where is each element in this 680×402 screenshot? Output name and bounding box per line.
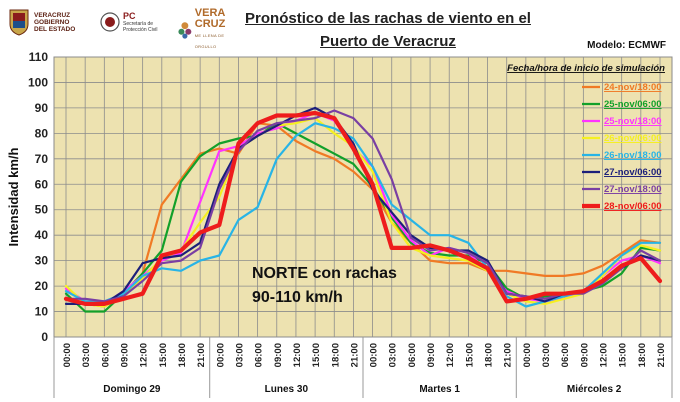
legend-entry: 26-nov/06:00 <box>604 133 662 144</box>
y-tick-label: 0 <box>41 330 48 344</box>
x-tick-label: 09:00 <box>119 343 130 367</box>
series-line <box>64 122 662 308</box>
x-tick-label: 03:00 <box>388 343 399 367</box>
legend-entry: 25-nov/18:00 <box>604 116 662 127</box>
day-group-label: Martes 1 <box>419 384 460 395</box>
x-tick-label: 03:00 <box>541 343 552 367</box>
x-tick-label: 18:00 <box>484 343 495 367</box>
pc-title: PC <box>123 11 136 21</box>
y-tick-label: 20 <box>35 279 49 293</box>
x-tick-label: 06:00 <box>407 343 418 367</box>
y-tick-label: 110 <box>29 50 49 64</box>
x-tick-label: 18:00 <box>177 343 188 367</box>
x-tick-label: 12:00 <box>292 343 303 367</box>
annotation-line-1: NORTE con rachas <box>252 265 397 282</box>
veracruz-flower-icon <box>178 22 192 39</box>
x-tick-label: 12:00 <box>139 343 150 367</box>
legend-entry: 27-nov/18:00 <box>604 184 662 195</box>
x-tick-label: 12:00 <box>599 343 610 367</box>
y-tick-label: 60 <box>35 177 49 191</box>
chart-title-line-2: Puerto de Veracruz <box>320 33 456 50</box>
x-tick-label: 06:00 <box>560 343 571 367</box>
y-tick-label: 30 <box>35 254 49 268</box>
y-tick-label: 70 <box>35 152 49 166</box>
header-logos: VERACRUZ GOBIERNO DEL ESTADO PC Secretar… <box>0 0 240 49</box>
x-tick-label: 06:00 <box>254 343 265 367</box>
chart-title-line-1: Pronóstico de las rachas de viento en el <box>245 10 531 27</box>
x-tick-label: 03:00 <box>234 343 245 367</box>
y-tick-label: 50 <box>35 203 49 217</box>
x-tick-label: 15:00 <box>618 343 629 367</box>
logo-line-3: DEL ESTADO <box>34 25 76 33</box>
veracruz-shield-icon <box>9 9 29 36</box>
y-tick-label: 80 <box>35 126 49 140</box>
legend-entry: 25-nov/06:00 <box>604 99 662 110</box>
veracruz-brand-logo: VERA CRUZ ME LLENA DE ORGULLO <box>178 8 240 52</box>
vc-tagline: ME LLENA DE ORGULLO <box>194 33 225 49</box>
x-tick-label: 09:00 <box>426 343 437 367</box>
day-group-label: Lunes 30 <box>265 384 309 395</box>
x-tick-label: 21:00 <box>349 343 360 367</box>
y-axis-label: Intensidad km/h <box>6 147 21 246</box>
x-tick-label: 18:00 <box>330 343 341 367</box>
veracruz-government-logo: VERACRUZ GOBIERNO DEL ESTADO <box>8 8 75 36</box>
logo-line-1: VERACRUZ <box>34 11 71 19</box>
x-tick-label: 03:00 <box>81 343 92 367</box>
y-tick-label: 40 <box>35 228 49 242</box>
x-tick-label: 00:00 <box>62 343 73 367</box>
y-tick-label: 100 <box>28 75 48 89</box>
pc-line-2: Protección Civil <box>123 27 158 33</box>
legend-entry: 27-nov/06:00 <box>604 167 662 178</box>
x-tick-label: 15:00 <box>464 343 475 367</box>
vc-line-1: VERA <box>194 7 226 19</box>
x-tick-label: 18:00 <box>637 343 648 367</box>
x-tick-label: 06:00 <box>100 343 111 367</box>
annotation-line-2: 90-110 km/h <box>252 289 343 306</box>
legend-entry: 26-nov/18:00 <box>604 150 662 161</box>
x-tick-label: 00:00 <box>215 343 226 367</box>
vc-line-2: CRUZ <box>194 18 226 30</box>
series-line <box>64 122 662 308</box>
x-tick-label: 15:00 <box>311 343 322 367</box>
plot-area <box>53 56 673 338</box>
x-tick-label: 21:00 <box>656 343 667 367</box>
y-tick-label: 90 <box>35 101 49 115</box>
x-tick-label: 09:00 <box>273 343 284 367</box>
x-tick-label: 00:00 <box>522 343 533 367</box>
series-line <box>63 110 663 306</box>
pc-line-1: Secretaría de <box>123 21 154 27</box>
x-tick-label: 21:00 <box>503 343 514 367</box>
proteccion-civil-emblem-icon <box>100 12 120 32</box>
y-tick-label: 10 <box>35 305 49 319</box>
legend-entry: 24-nov/18:00 <box>604 82 662 93</box>
x-tick-label: 12:00 <box>445 343 456 367</box>
day-group-label: Domingo 29 <box>103 384 161 395</box>
proteccion-civil-logo: PC Secretaría de Protección Civil <box>100 10 157 34</box>
x-tick-label: 09:00 <box>579 343 590 367</box>
x-tick-label: 21:00 <box>196 343 207 367</box>
legend-entry: 28-nov/06:00 <box>604 201 662 212</box>
x-tick-label: 00:00 <box>369 343 380 367</box>
logo-line-2: GOBIERNO <box>34 18 70 26</box>
day-group-label: Miércoles 2 <box>567 384 622 395</box>
legend-title: Fecha/hora de inicio de simulación <box>507 63 665 74</box>
x-tick-label: 15:00 <box>158 343 169 367</box>
model-label: Modelo: ECMWF <box>587 40 666 51</box>
